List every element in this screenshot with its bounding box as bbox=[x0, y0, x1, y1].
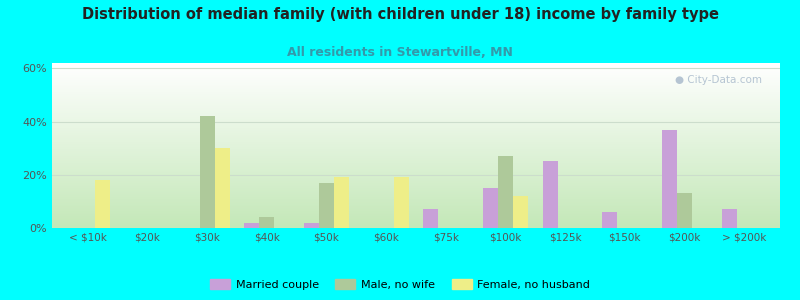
Bar bbox=[319, 183, 334, 228]
Bar bbox=[602, 212, 618, 228]
Text: All residents in Stewartville, MN: All residents in Stewartville, MN bbox=[287, 46, 513, 59]
Bar bbox=[304, 223, 319, 228]
Text: ● City-Data.com: ● City-Data.com bbox=[674, 74, 762, 85]
Bar bbox=[245, 223, 259, 228]
Bar bbox=[513, 196, 528, 228]
Bar bbox=[722, 209, 737, 228]
Bar bbox=[214, 148, 230, 228]
Bar bbox=[200, 116, 214, 228]
Bar bbox=[543, 161, 558, 228]
Bar bbox=[334, 177, 349, 228]
Bar bbox=[423, 209, 438, 228]
Bar bbox=[677, 194, 692, 228]
Bar bbox=[662, 130, 677, 228]
Bar bbox=[498, 156, 513, 228]
Bar bbox=[95, 180, 110, 228]
Bar bbox=[483, 188, 498, 228]
Bar bbox=[259, 218, 274, 228]
Legend: Married couple, Male, no wife, Female, no husband: Married couple, Male, no wife, Female, n… bbox=[206, 275, 594, 294]
Bar bbox=[394, 177, 409, 228]
Text: Distribution of median family (with children under 18) income by family type: Distribution of median family (with chil… bbox=[82, 8, 718, 22]
